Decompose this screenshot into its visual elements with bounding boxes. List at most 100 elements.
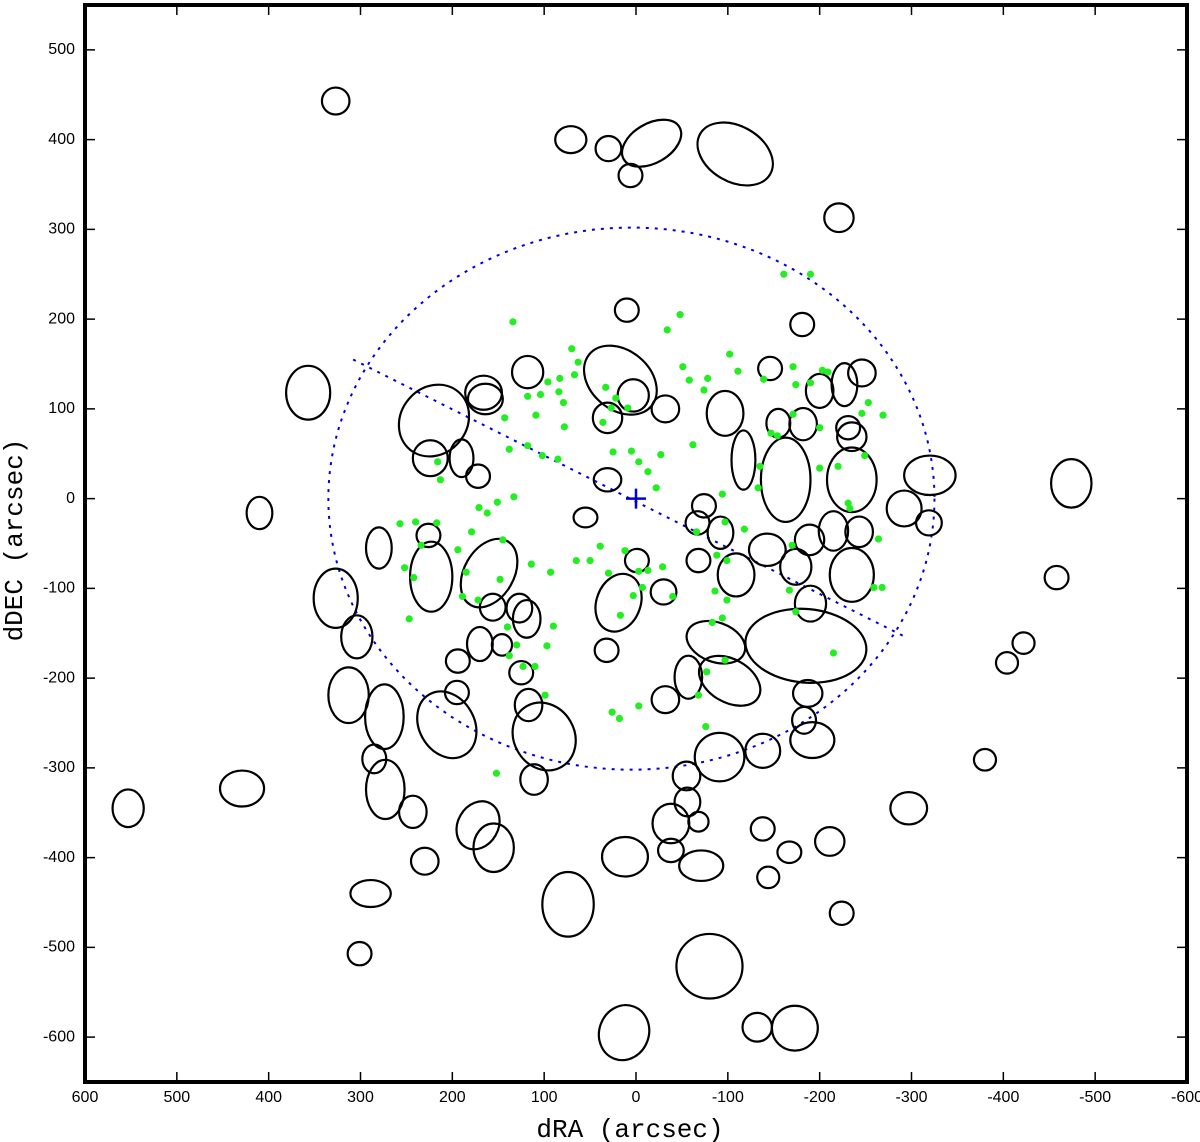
point <box>644 566 652 575</box>
point <box>788 541 796 549</box>
y-tick-label: 300 <box>48 221 75 238</box>
point <box>468 528 476 536</box>
y-tick-label: -300 <box>43 759 75 776</box>
point <box>436 476 444 484</box>
point <box>858 409 866 417</box>
point <box>572 556 580 565</box>
point <box>785 586 793 594</box>
source-ellipse <box>508 659 535 686</box>
source-ellipse <box>813 826 846 857</box>
source-ellipse <box>696 121 774 187</box>
source-ellipse <box>312 567 359 629</box>
source-ellipse <box>510 354 545 390</box>
source-ellipse <box>245 495 274 531</box>
y-tick-label: -600 <box>43 1028 75 1045</box>
source-ellipse <box>411 439 449 478</box>
x-tick-label: -100 <box>712 1089 744 1106</box>
point <box>721 518 729 526</box>
point <box>879 411 887 419</box>
x-tick-label: -300 <box>895 1089 927 1106</box>
source-ellipse <box>408 540 454 613</box>
point <box>718 490 726 498</box>
source-ellipse <box>847 358 877 388</box>
point <box>635 567 643 575</box>
source-ellipse <box>903 454 957 497</box>
source-ellipse <box>825 446 878 514</box>
point <box>870 583 878 592</box>
source-ellipse <box>617 162 644 189</box>
source-ellipse <box>776 840 803 865</box>
point <box>555 388 563 396</box>
point <box>509 318 517 326</box>
point <box>734 367 742 375</box>
y-tick-label: 0 <box>66 490 75 507</box>
source-ellipse <box>789 721 836 760</box>
point <box>708 618 716 627</box>
point <box>560 423 568 431</box>
point <box>638 583 647 592</box>
source-ellipse <box>756 865 781 890</box>
source-ellipse <box>465 463 492 489</box>
y-tick-label: -500 <box>43 939 75 956</box>
point <box>740 525 748 533</box>
point <box>538 451 546 460</box>
point <box>433 519 441 527</box>
point <box>624 404 632 412</box>
source-ellipse <box>685 547 712 574</box>
point <box>846 504 854 513</box>
source-ellipse <box>889 791 929 826</box>
source-ellipse <box>994 650 1020 675</box>
point <box>789 410 797 418</box>
point <box>474 596 482 604</box>
point <box>621 547 629 555</box>
point <box>501 414 509 422</box>
x-tick-label: 200 <box>439 1089 466 1106</box>
point <box>635 702 643 710</box>
point <box>546 568 555 576</box>
point <box>505 445 513 453</box>
source-ellipse <box>789 311 816 338</box>
source-ellipse <box>705 389 745 437</box>
source-ellipse <box>349 878 392 909</box>
x-tick-label: 400 <box>255 1089 282 1106</box>
point <box>861 451 869 460</box>
point <box>519 662 527 671</box>
source-ellipse <box>817 510 850 552</box>
source-ellipse <box>673 654 704 700</box>
point <box>818 366 827 374</box>
point <box>544 378 552 386</box>
x-tick-label: 500 <box>163 1089 190 1106</box>
point <box>754 484 762 492</box>
point <box>586 556 594 565</box>
source-ellipse <box>793 584 828 623</box>
point <box>405 615 413 623</box>
source-ellipse <box>804 372 835 410</box>
point <box>629 591 637 600</box>
source-ellipse <box>650 394 681 424</box>
point <box>454 546 462 554</box>
source-ellipse <box>364 526 393 570</box>
source-ellipse <box>749 816 776 842</box>
source-ellipse <box>505 592 534 624</box>
source-ellipse <box>844 515 875 549</box>
point <box>434 458 442 466</box>
source-ellipse <box>594 134 623 163</box>
source-ellipse <box>592 467 623 493</box>
source-ellipse <box>519 763 549 796</box>
point <box>726 350 734 358</box>
source-ellipse <box>409 846 440 876</box>
point <box>570 371 579 379</box>
point <box>549 622 557 630</box>
source-ellipse <box>364 758 406 821</box>
point <box>568 345 576 353</box>
field-outline <box>327 226 936 771</box>
source-ellipse <box>972 747 998 772</box>
point <box>878 583 886 592</box>
point <box>396 520 404 528</box>
point <box>767 429 775 437</box>
source-ellipse <box>513 687 544 723</box>
source-ellipse <box>828 546 875 603</box>
point <box>627 447 636 455</box>
source-ellipse <box>1011 631 1036 655</box>
point <box>874 535 883 543</box>
